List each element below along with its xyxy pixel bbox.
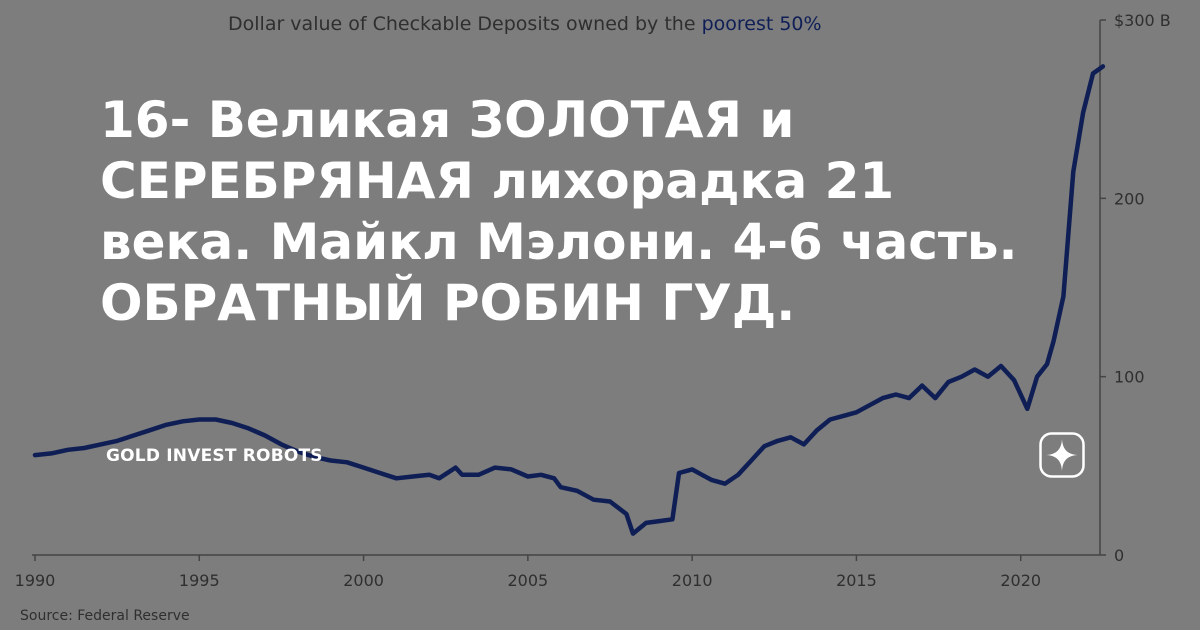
- x-tick-label: 2000: [343, 571, 384, 590]
- chart-series: [32, 64, 1106, 536]
- headline: 16- Великая ЗОЛОТАЯ и СЕРЕБРЯНАЯ лихорад…: [100, 90, 1160, 334]
- y-tick-label: 0: [1114, 546, 1124, 565]
- y-ticks: $300 B 200 100 0: [1100, 11, 1171, 565]
- y-tick-label: 200: [1114, 189, 1145, 208]
- headline-line-2: СЕРЕБРЯНАЯ лихорадка 21: [100, 152, 895, 210]
- x-ticks: 1990 1995 2000 2005 2010 2015 2020: [15, 555, 1041, 590]
- x-tick-label: 2020: [1000, 571, 1041, 590]
- headline-line-1: 16- Великая ЗОЛОТАЯ и: [100, 91, 795, 149]
- channel-name[interactable]: GOLD INVEST ROBOTS: [106, 446, 323, 466]
- y-tick-label: $300 B: [1114, 11, 1171, 30]
- chart-axes: [32, 20, 1101, 556]
- x-tick-label: 1990: [15, 571, 56, 590]
- x-tick-label: 1995: [179, 571, 220, 590]
- series-line: [32, 64, 1106, 536]
- x-tick-label: 2010: [672, 571, 713, 590]
- headline-line-3: века. Майкл Мэлони. 4-6 часть.: [100, 213, 1018, 271]
- chart-title: Dollar value of Checkable Deposits owned…: [228, 13, 822, 35]
- headline-line-4: ОБРАТНЫЙ РОБИН ГУД.: [100, 274, 796, 332]
- x-tick-label: 2005: [507, 571, 548, 590]
- x-tick-label: 2015: [836, 571, 877, 590]
- chart-source: Source: Federal Reserve: [20, 608, 190, 624]
- zen-star-icon[interactable]: [1039, 432, 1085, 478]
- y-tick-label: 100: [1114, 368, 1145, 387]
